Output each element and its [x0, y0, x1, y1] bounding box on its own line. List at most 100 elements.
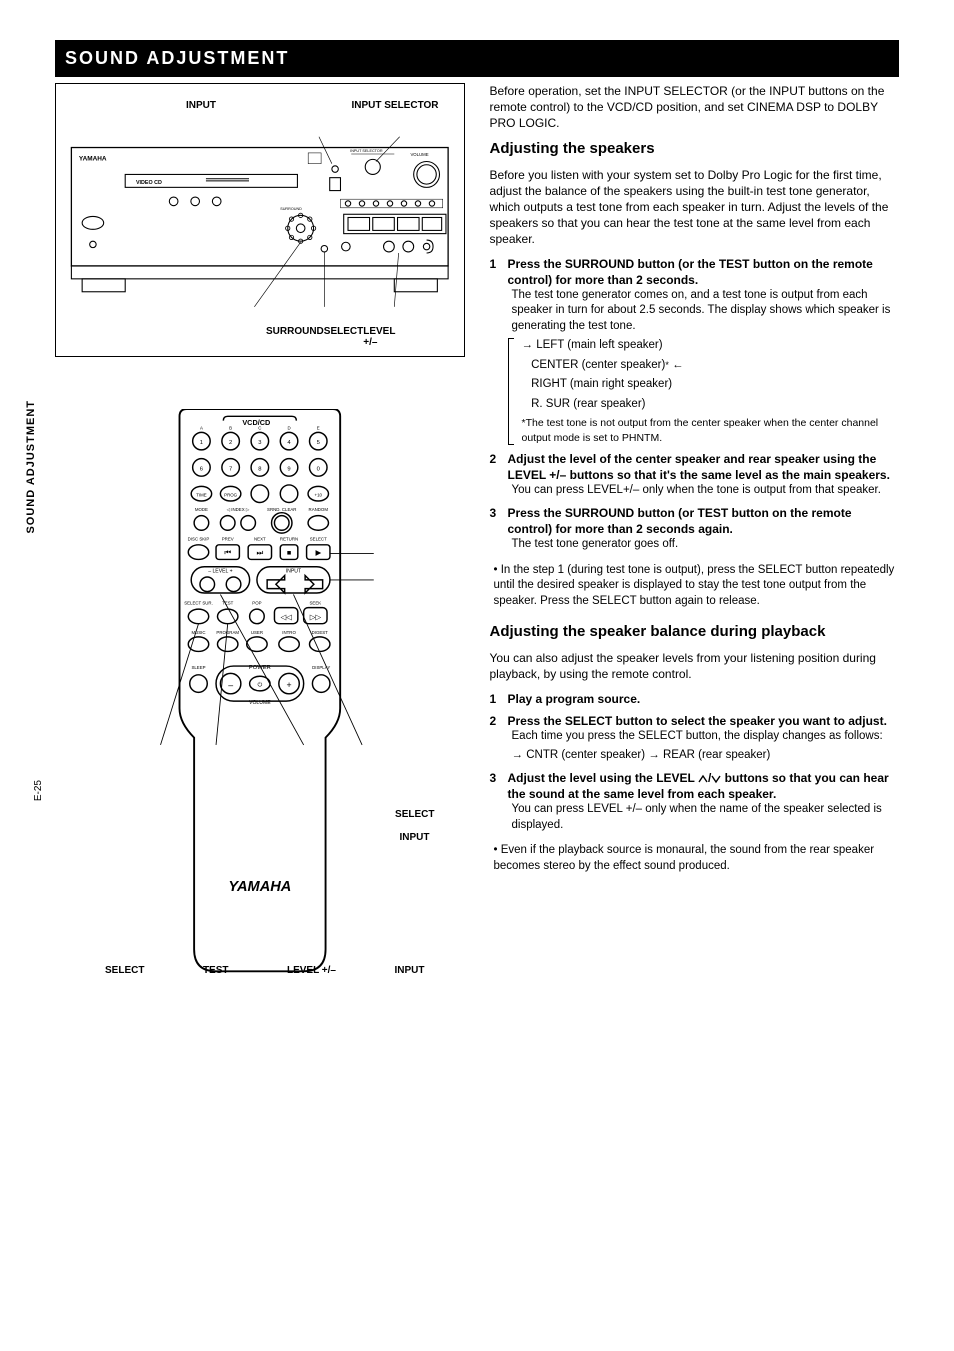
s2-step2-note: Each time you press the SELECT button, t… [512, 729, 900, 745]
s1-step3-text: Press the SURROUND button (or TEST butto… [508, 506, 852, 536]
bracket-left: → LEFT (main left speaker) [522, 338, 900, 354]
svg-text:2: 2 [229, 440, 232, 446]
sidebar-section-label: SOUND ADJUSTMENT [25, 400, 37, 534]
label-select: SELECT [324, 326, 363, 348]
svg-text:YAMAHA: YAMAHA [228, 879, 291, 895]
svg-text:6: 6 [200, 466, 203, 472]
svg-text:+10: +10 [314, 493, 322, 498]
fig1-bottom-labels: SURROUND SELECT LEVEL +/– [66, 326, 454, 348]
svg-text:INPUT SELECTOR: INPUT SELECTOR [350, 149, 383, 153]
svg-text:–: – [228, 680, 233, 690]
up-icon [698, 774, 708, 784]
s2-step3: Adjust the level using the LEVEL / butto… [508, 770, 900, 833]
fig2-bottom-labels: SELECT TEST LEVEL +/– INPUT [65, 965, 455, 976]
svg-text:■: ■ [287, 548, 291, 557]
svg-text:SELECT: SELECT [310, 536, 327, 541]
svg-text:1: 1 [200, 440, 203, 446]
s1-step2: Adjust the level of the center speaker a… [508, 451, 900, 499]
s2-steps: Play a program source. Press the SELECT … [490, 691, 900, 834]
svg-text:E: E [317, 425, 320, 430]
svg-text:+: + [286, 680, 291, 690]
svg-text:B: B [229, 425, 232, 430]
svg-text:▶: ▶ [315, 548, 321, 557]
svg-text:MODE: MODE [195, 507, 208, 512]
svg-text:– LEVEL +: – LEVEL + [208, 569, 232, 575]
svg-text:VIDEO CD: VIDEO CD [136, 180, 162, 186]
cycle-line: → CNTR (center speaker) → REAR (rear spe… [512, 748, 900, 764]
right-column: Before operation, set the INPUT SELECTOR… [490, 83, 900, 1004]
svg-text:RETURN: RETURN [280, 536, 298, 541]
svg-text:7: 7 [229, 466, 232, 472]
svg-text:SLEEP: SLEEP [191, 665, 205, 670]
remote-label-select: SELECT [395, 809, 434, 820]
remote-illustration: VCD/CD 1 A 2 B 3 C 4 D 5 E 6 7 8 9 0 TIME PRO… [143, 409, 377, 979]
s1-step1: Press the SURROUND button (or the TEST b… [508, 256, 900, 445]
svg-text:RANDOM: RANDOM [308, 507, 328, 512]
svg-text:4: 4 [287, 440, 291, 446]
s1-step3: Press the SURROUND button (or TEST butto… [508, 505, 900, 553]
svg-text:DIGEST: DIGEST [311, 630, 328, 635]
bracket-right: RIGHT (main right speaker) [522, 377, 900, 393]
label-level: LEVEL +/– [363, 326, 403, 348]
s2-step1: Play a program source. [508, 691, 900, 707]
remote-label-selectsur: SELECT [105, 965, 144, 976]
svg-text:A: A [200, 425, 203, 430]
bracket-rsur: R. SUR (rear speaker) [522, 397, 900, 413]
main-unit-illustration: VIDEO CD VOLUME INPUT SELECTOR [66, 126, 454, 309]
figure-main-unit: INPUT INPUT SELECTOR VIDEO CD [55, 83, 465, 357]
svg-text:D: D [287, 425, 290, 430]
label-input-selector: INPUT SELECTOR [351, 100, 438, 111]
section-adjust-playback: Adjusting the speaker balance during pla… [490, 623, 900, 640]
svg-text:PROGRAM: PROGRAM [216, 630, 239, 635]
bracket-center: CENTER (center speaker)* ← [522, 358, 900, 374]
svg-text:9: 9 [287, 466, 290, 472]
svg-text:POP: POP [252, 601, 261, 606]
svg-text:◁◁: ◁◁ [280, 612, 292, 621]
svg-text:5: 5 [317, 440, 320, 446]
svg-text:SELECT SUR.: SELECT SUR. [184, 601, 213, 606]
remote-label-input: INPUT [400, 832, 430, 843]
svg-text:C: C [258, 425, 261, 430]
page-title: SOUND ADJUSTMENT [65, 48, 899, 69]
svg-text:SURROUND: SURROUND [280, 207, 302, 211]
svg-text:VOLUME: VOLUME [410, 152, 428, 157]
intro-paragraph: Before operation, set the INPUT SELECTOR… [490, 83, 900, 132]
s1-step3-note: The test tone generator goes off. [512, 537, 900, 553]
svg-text:TIME: TIME [196, 493, 207, 498]
s1-steps: Press the SURROUND button (or the TEST b… [490, 256, 900, 553]
fig1-top-labels: INPUT INPUT SELECTOR [66, 100, 454, 111]
svg-text:3: 3 [258, 440, 261, 446]
svg-text:VOLUME: VOLUME [249, 700, 271, 706]
svg-text:8: 8 [258, 466, 261, 472]
svg-text:PREV: PREV [222, 536, 234, 541]
svg-text:DISC SKIP: DISC SKIP [188, 536, 210, 541]
down-icon [711, 774, 721, 784]
svg-text:YAMAHA: YAMAHA [79, 155, 107, 162]
svg-text:SRND. CLEAR: SRND. CLEAR [267, 507, 296, 512]
s2-step3-note: You can press LEVEL +/– only when the na… [512, 802, 900, 833]
remote-label-test: TEST [203, 965, 229, 976]
svg-text:PROG: PROG [224, 493, 237, 498]
svg-text:NEXT: NEXT [254, 536, 266, 541]
left-column: INPUT INPUT SELECTOR VIDEO CD [55, 83, 465, 1004]
s1-bullet1: In the step 1 (during test tone is outpu… [494, 563, 900, 610]
s2-step1-text: Play a program source. [508, 692, 641, 706]
label-surround: SURROUND [266, 326, 324, 348]
remote-label-level: LEVEL +/– [287, 965, 336, 976]
s1-step2-text: Adjust the level of the center speaker a… [508, 452, 890, 482]
svg-text:⏭: ⏭ [256, 548, 263, 557]
svg-text:MUSIC: MUSIC [191, 630, 205, 635]
svg-text:VCD/CD: VCD/CD [242, 418, 270, 427]
s2-p1: You can also adjust the speaker levels f… [490, 650, 900, 682]
s1-step2-note: You can press LEVEL+/– only when the ton… [512, 483, 900, 499]
svg-text:0: 0 [317, 466, 321, 472]
s2-bullet1: Even if the playback source is monaural,… [494, 843, 900, 874]
s1-step1-note: The test tone generator comes on, and a … [512, 288, 900, 335]
page-number: E-25 [33, 780, 44, 801]
svg-text:⏮: ⏮ [224, 548, 231, 557]
svg-text:USER: USER [251, 630, 263, 635]
svg-text:INTRO: INTRO [282, 630, 296, 635]
section-adjusting-speakers: Adjusting the speakers [490, 140, 900, 157]
s2-step2-text: Press the SELECT button to select the sp… [508, 714, 887, 728]
s2-step2: Press the SELECT button to select the sp… [508, 713, 900, 764]
